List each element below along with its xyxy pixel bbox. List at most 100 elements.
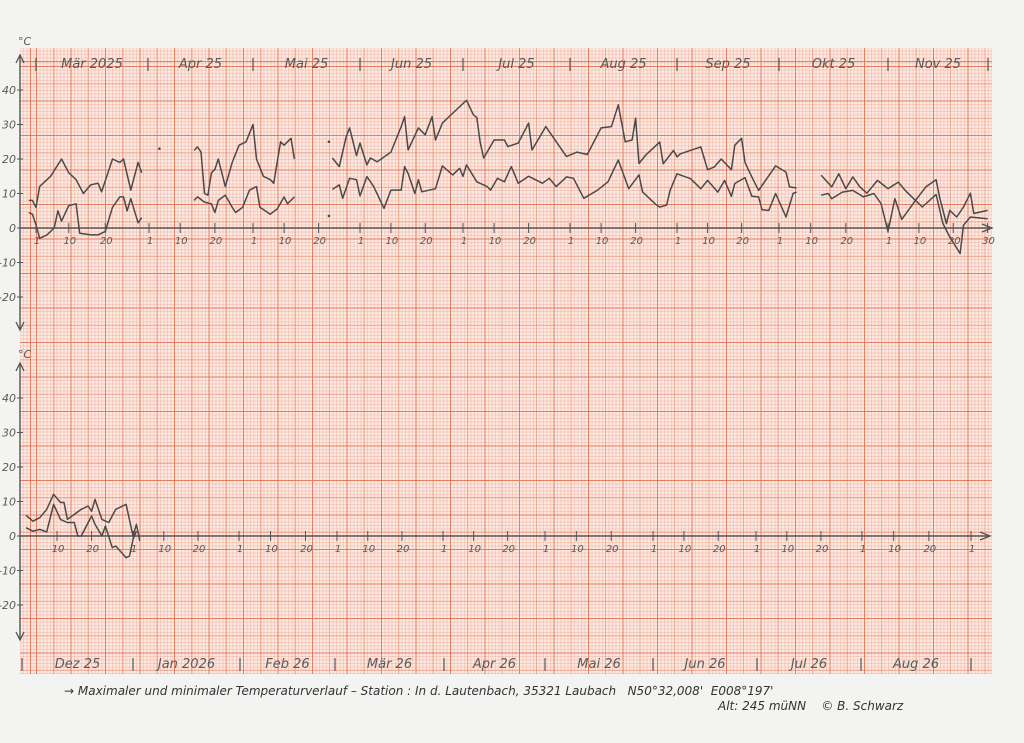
y-axis-arrow-up xyxy=(15,53,25,64)
month-label: Nov 25 xyxy=(915,57,961,72)
x-tick-label: 10 xyxy=(679,544,692,555)
month-label: Mai 26 xyxy=(577,657,620,672)
x-tick-label: 20 xyxy=(948,236,961,247)
x-tick-label: 1 xyxy=(777,236,783,247)
month-label: Sep 25 xyxy=(705,57,750,72)
series-2-line xyxy=(25,503,138,559)
x-tick-label: 20 xyxy=(816,544,829,555)
x-tick-label: 1 xyxy=(886,236,892,247)
x-tick-label: 1 xyxy=(441,544,447,555)
x-tick-label: 1 xyxy=(543,544,549,555)
y-tick-label: 30 xyxy=(2,427,16,440)
series-2-line xyxy=(193,185,295,215)
chart-panel-1: °C 40 30 20 10 0 -10 -20 1 10 20 1 10 20 1 10 20 1 10 20 1 10… xyxy=(0,35,995,332)
y-tick-label: -20 xyxy=(0,599,16,612)
x-tick-label: 30 xyxy=(982,236,995,247)
month-label: Feb 26 xyxy=(265,657,309,672)
month-label: Jun 26 xyxy=(682,657,726,672)
chart-caption-altitude-copyright: Alt: 245 müNN © B. Schwarz xyxy=(718,699,904,713)
x-tick-label: 10 xyxy=(279,236,292,247)
y-tick-label: 20 xyxy=(2,461,16,474)
x-tick-label: 20 xyxy=(713,544,726,555)
x-tick-label: 20 xyxy=(630,236,643,247)
y-tick-label: 40 xyxy=(2,84,16,97)
chart-panel-2: °C 40 30 20 10 0 -10 -20 10 20 1 10 20 1 10 20 1 10 20 1 10 2… xyxy=(0,348,992,672)
x-tick-label: 1 xyxy=(675,236,681,247)
x-axis-arrow xyxy=(981,223,994,233)
series-1-line xyxy=(25,493,141,541)
x-tick-label: 20 xyxy=(86,544,99,555)
chart-caption: → Maximaler und minimaler Temperaturverl… xyxy=(64,684,774,698)
month-label: Jun 25 xyxy=(388,57,432,72)
y-axis-arrow-down xyxy=(15,321,25,332)
month-label: Apr 25 xyxy=(178,57,222,72)
x-tick-label: 1 xyxy=(754,544,760,555)
x-tick-label: 20 xyxy=(300,544,313,555)
x-tick-label: 1 xyxy=(651,544,657,555)
x-tick-label: 20 xyxy=(736,236,749,247)
x-tick-label: 10 xyxy=(914,236,927,247)
x-tick-label: 1 xyxy=(335,544,341,555)
x-tick-label: 10 xyxy=(362,544,375,555)
series-1-point xyxy=(158,147,161,150)
x-tick-label: 20 xyxy=(313,236,326,247)
x-tick-label: 10 xyxy=(158,544,171,555)
month-label: Jul 25 xyxy=(495,57,534,72)
x-tick-label: 1 xyxy=(147,236,153,247)
x-tick-label: 10 xyxy=(63,236,76,247)
x-tick-label: 1 xyxy=(969,544,975,555)
x-tick-label: 10 xyxy=(888,544,901,555)
x-tick-label: 20 xyxy=(193,544,206,555)
x-tick-label: 10 xyxy=(702,236,715,247)
x-tick-label: 20 xyxy=(523,236,536,247)
series-1-line xyxy=(820,173,988,225)
series-2-point xyxy=(327,214,331,218)
y-tick-label: 30 xyxy=(2,119,16,132)
y-axis-arrow-up xyxy=(15,361,25,372)
series-2-line xyxy=(821,189,988,255)
y-tick-label: 10 xyxy=(2,188,16,201)
x-tick-label: 20 xyxy=(502,544,515,555)
y-tick-label: -10 xyxy=(0,565,16,578)
month-label: Okt 25 xyxy=(812,57,856,72)
month-label: Mär 2025 xyxy=(61,57,123,72)
x-tick-label: 1 xyxy=(461,236,467,247)
x-tick-label: 1 xyxy=(251,236,257,247)
x-tick-label: 20 xyxy=(209,236,222,247)
x-tick-label: 20 xyxy=(840,236,853,247)
x-tick-label: 10 xyxy=(468,544,481,555)
series-2-line xyxy=(331,159,797,218)
month-label: Aug 25 xyxy=(599,57,646,72)
x-tick-label: 10 xyxy=(596,236,609,247)
series-1-line xyxy=(331,99,797,192)
month-label: Mai 25 xyxy=(285,57,328,72)
x-tick-label: 10 xyxy=(489,236,502,247)
y-tick-label: 0 xyxy=(9,222,16,235)
y-tick-label: 0 xyxy=(9,530,16,543)
y-axis-arrow-down xyxy=(15,631,25,642)
month-label: Jan 2026 xyxy=(155,657,215,672)
x-tick-label: 10 xyxy=(805,236,818,247)
x-tick-label: 20 xyxy=(420,236,433,247)
y-tick-label: -20 xyxy=(0,291,16,304)
x-tick-label: 20 xyxy=(606,544,619,555)
x-tick-label: 20 xyxy=(923,544,936,555)
graph-paper xyxy=(20,48,992,674)
x-tick-label: 1 xyxy=(568,236,574,247)
series-2-line xyxy=(28,196,143,240)
x-tick-label: 1 xyxy=(131,544,137,555)
month-label: Aug 26 xyxy=(892,657,939,672)
x-tick-label: 10 xyxy=(52,544,65,555)
y-axis-unit-label: °C xyxy=(18,35,32,48)
x-tick-label: 10 xyxy=(781,544,794,555)
month-label: Dez 25 xyxy=(55,657,101,672)
x-tick-label: 10 xyxy=(265,544,278,555)
y-axis-unit-label: °C xyxy=(18,348,32,361)
y-tick-label: 20 xyxy=(2,153,16,166)
x-tick-label: 1 xyxy=(860,544,866,555)
x-tick-label: 10 xyxy=(571,544,584,555)
series-1-line xyxy=(193,123,296,196)
x-tick-label: 1 xyxy=(358,236,364,247)
series-1-line xyxy=(28,158,143,209)
